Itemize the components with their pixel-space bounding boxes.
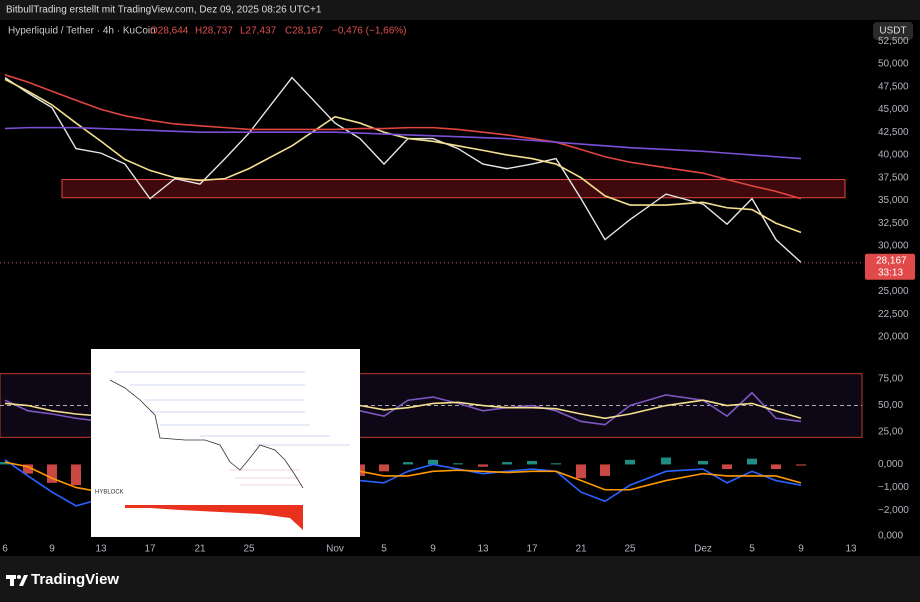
inset-levels-pink bbox=[230, 469, 300, 486]
x-tick-label: 6 bbox=[2, 544, 8, 555]
caption: BitbullTrading erstellt mit TradingView.… bbox=[6, 5, 322, 16]
histogram-bar bbox=[722, 464, 732, 470]
histogram-bar bbox=[551, 463, 561, 465]
inset-label: HYBLOCK bbox=[95, 490, 124, 496]
last-price-label: 28,167 bbox=[876, 255, 907, 266]
x-tick-label: 13 bbox=[95, 544, 107, 555]
change: −0,476 (−1,66%) bbox=[332, 26, 407, 37]
histogram-bar bbox=[698, 460, 708, 465]
x-tick-label: 17 bbox=[526, 544, 538, 555]
histogram-bar bbox=[478, 464, 488, 467]
y-tick-label: 25,00 bbox=[878, 427, 903, 438]
series-line bbox=[4, 74, 802, 200]
histogram-bar bbox=[403, 462, 413, 465]
symbol: Hyperliquid / Tether · 4h · KuCoin bbox=[8, 26, 156, 37]
histogram-bar bbox=[747, 458, 757, 465]
x-tick-label: 21 bbox=[194, 544, 206, 555]
y-tick-label: 42,500 bbox=[878, 127, 909, 138]
y-tick-label: 40,000 bbox=[878, 150, 909, 161]
x-tick-label: 9 bbox=[49, 544, 55, 555]
y-tick-label: 50,000 bbox=[878, 59, 909, 70]
x-tick-label: 17 bbox=[144, 544, 156, 555]
currency-label[interactable]: USDT bbox=[879, 26, 906, 37]
x-tick-label: 5 bbox=[381, 544, 387, 555]
histogram-bar bbox=[453, 463, 463, 465]
histogram-bar bbox=[576, 464, 586, 479]
x-tick-label: 13 bbox=[477, 544, 489, 555]
x-tick-label: 25 bbox=[243, 544, 255, 555]
histogram-bar bbox=[625, 459, 635, 465]
close: C28,167 bbox=[285, 26, 323, 37]
zone bbox=[61, 179, 846, 199]
x-tick-label: Dez bbox=[694, 544, 712, 555]
x-tick-label: 21 bbox=[575, 544, 587, 555]
x-tick-label: Nov bbox=[326, 544, 344, 555]
y-tick-label: −1,000 bbox=[878, 482, 909, 493]
histogram-bar bbox=[771, 464, 781, 470]
inset-price bbox=[109, 379, 304, 489]
y-tick-label: 50,00 bbox=[878, 400, 903, 411]
last-price-box bbox=[865, 253, 915, 280]
brand: TradingView bbox=[31, 571, 119, 588]
series-line bbox=[4, 78, 802, 234]
histogram-bar bbox=[428, 459, 438, 465]
y-tick-label: 22,500 bbox=[878, 309, 909, 320]
low: L27,437 bbox=[240, 26, 277, 37]
y-tick-label: 47,500 bbox=[878, 81, 909, 92]
y-tick-label: 52,500 bbox=[878, 36, 909, 47]
high: H28,737 bbox=[195, 26, 233, 37]
brand-logo bbox=[6, 575, 28, 586]
inset: HYBLOCK bbox=[91, 349, 360, 537]
y-tick-label: −2,000 bbox=[878, 505, 909, 516]
histogram-bar bbox=[796, 464, 806, 466]
y-tick-label: 20,000 bbox=[878, 332, 909, 343]
histogram-bar bbox=[71, 464, 81, 486]
histogram-bar bbox=[47, 464, 57, 483]
y-tick-label: 35,000 bbox=[878, 195, 909, 206]
x-tick-label: 5 bbox=[749, 544, 755, 555]
y-tick-label: 32,500 bbox=[878, 218, 909, 229]
histogram-bar bbox=[527, 460, 537, 465]
x-tick-label: 13 bbox=[845, 544, 857, 555]
y-tick-label: 30,000 bbox=[878, 241, 909, 252]
inset-levels bbox=[115, 371, 350, 446]
price-axis bbox=[862, 20, 920, 556]
y-tick-label: 0,000 bbox=[878, 459, 903, 470]
y-tick-label: 25,000 bbox=[878, 286, 909, 297]
y-tick-label: 45,000 bbox=[878, 104, 909, 115]
histogram-bar bbox=[0, 462, 10, 465]
x-tick-label: 25 bbox=[624, 544, 636, 555]
histogram-bar bbox=[600, 464, 610, 476]
x-tick-label: 9 bbox=[430, 544, 436, 555]
histogram-bar bbox=[379, 464, 389, 472]
open: O28,644 bbox=[150, 26, 189, 37]
currency-button[interactable] bbox=[873, 22, 913, 40]
series-line bbox=[4, 126, 802, 160]
histogram-bar bbox=[23, 464, 33, 474]
histogram-bar bbox=[661, 457, 671, 465]
countdown: 33:13 bbox=[878, 267, 903, 278]
lower-pane-tick: 0,000 bbox=[878, 531, 903, 542]
inset-area bbox=[125, 505, 303, 530]
y-tick-label: 37,500 bbox=[878, 172, 909, 183]
x-tick-label: 9 bbox=[798, 544, 804, 555]
histogram-bar bbox=[502, 462, 512, 465]
y-tick-label: 75,00 bbox=[878, 374, 903, 385]
